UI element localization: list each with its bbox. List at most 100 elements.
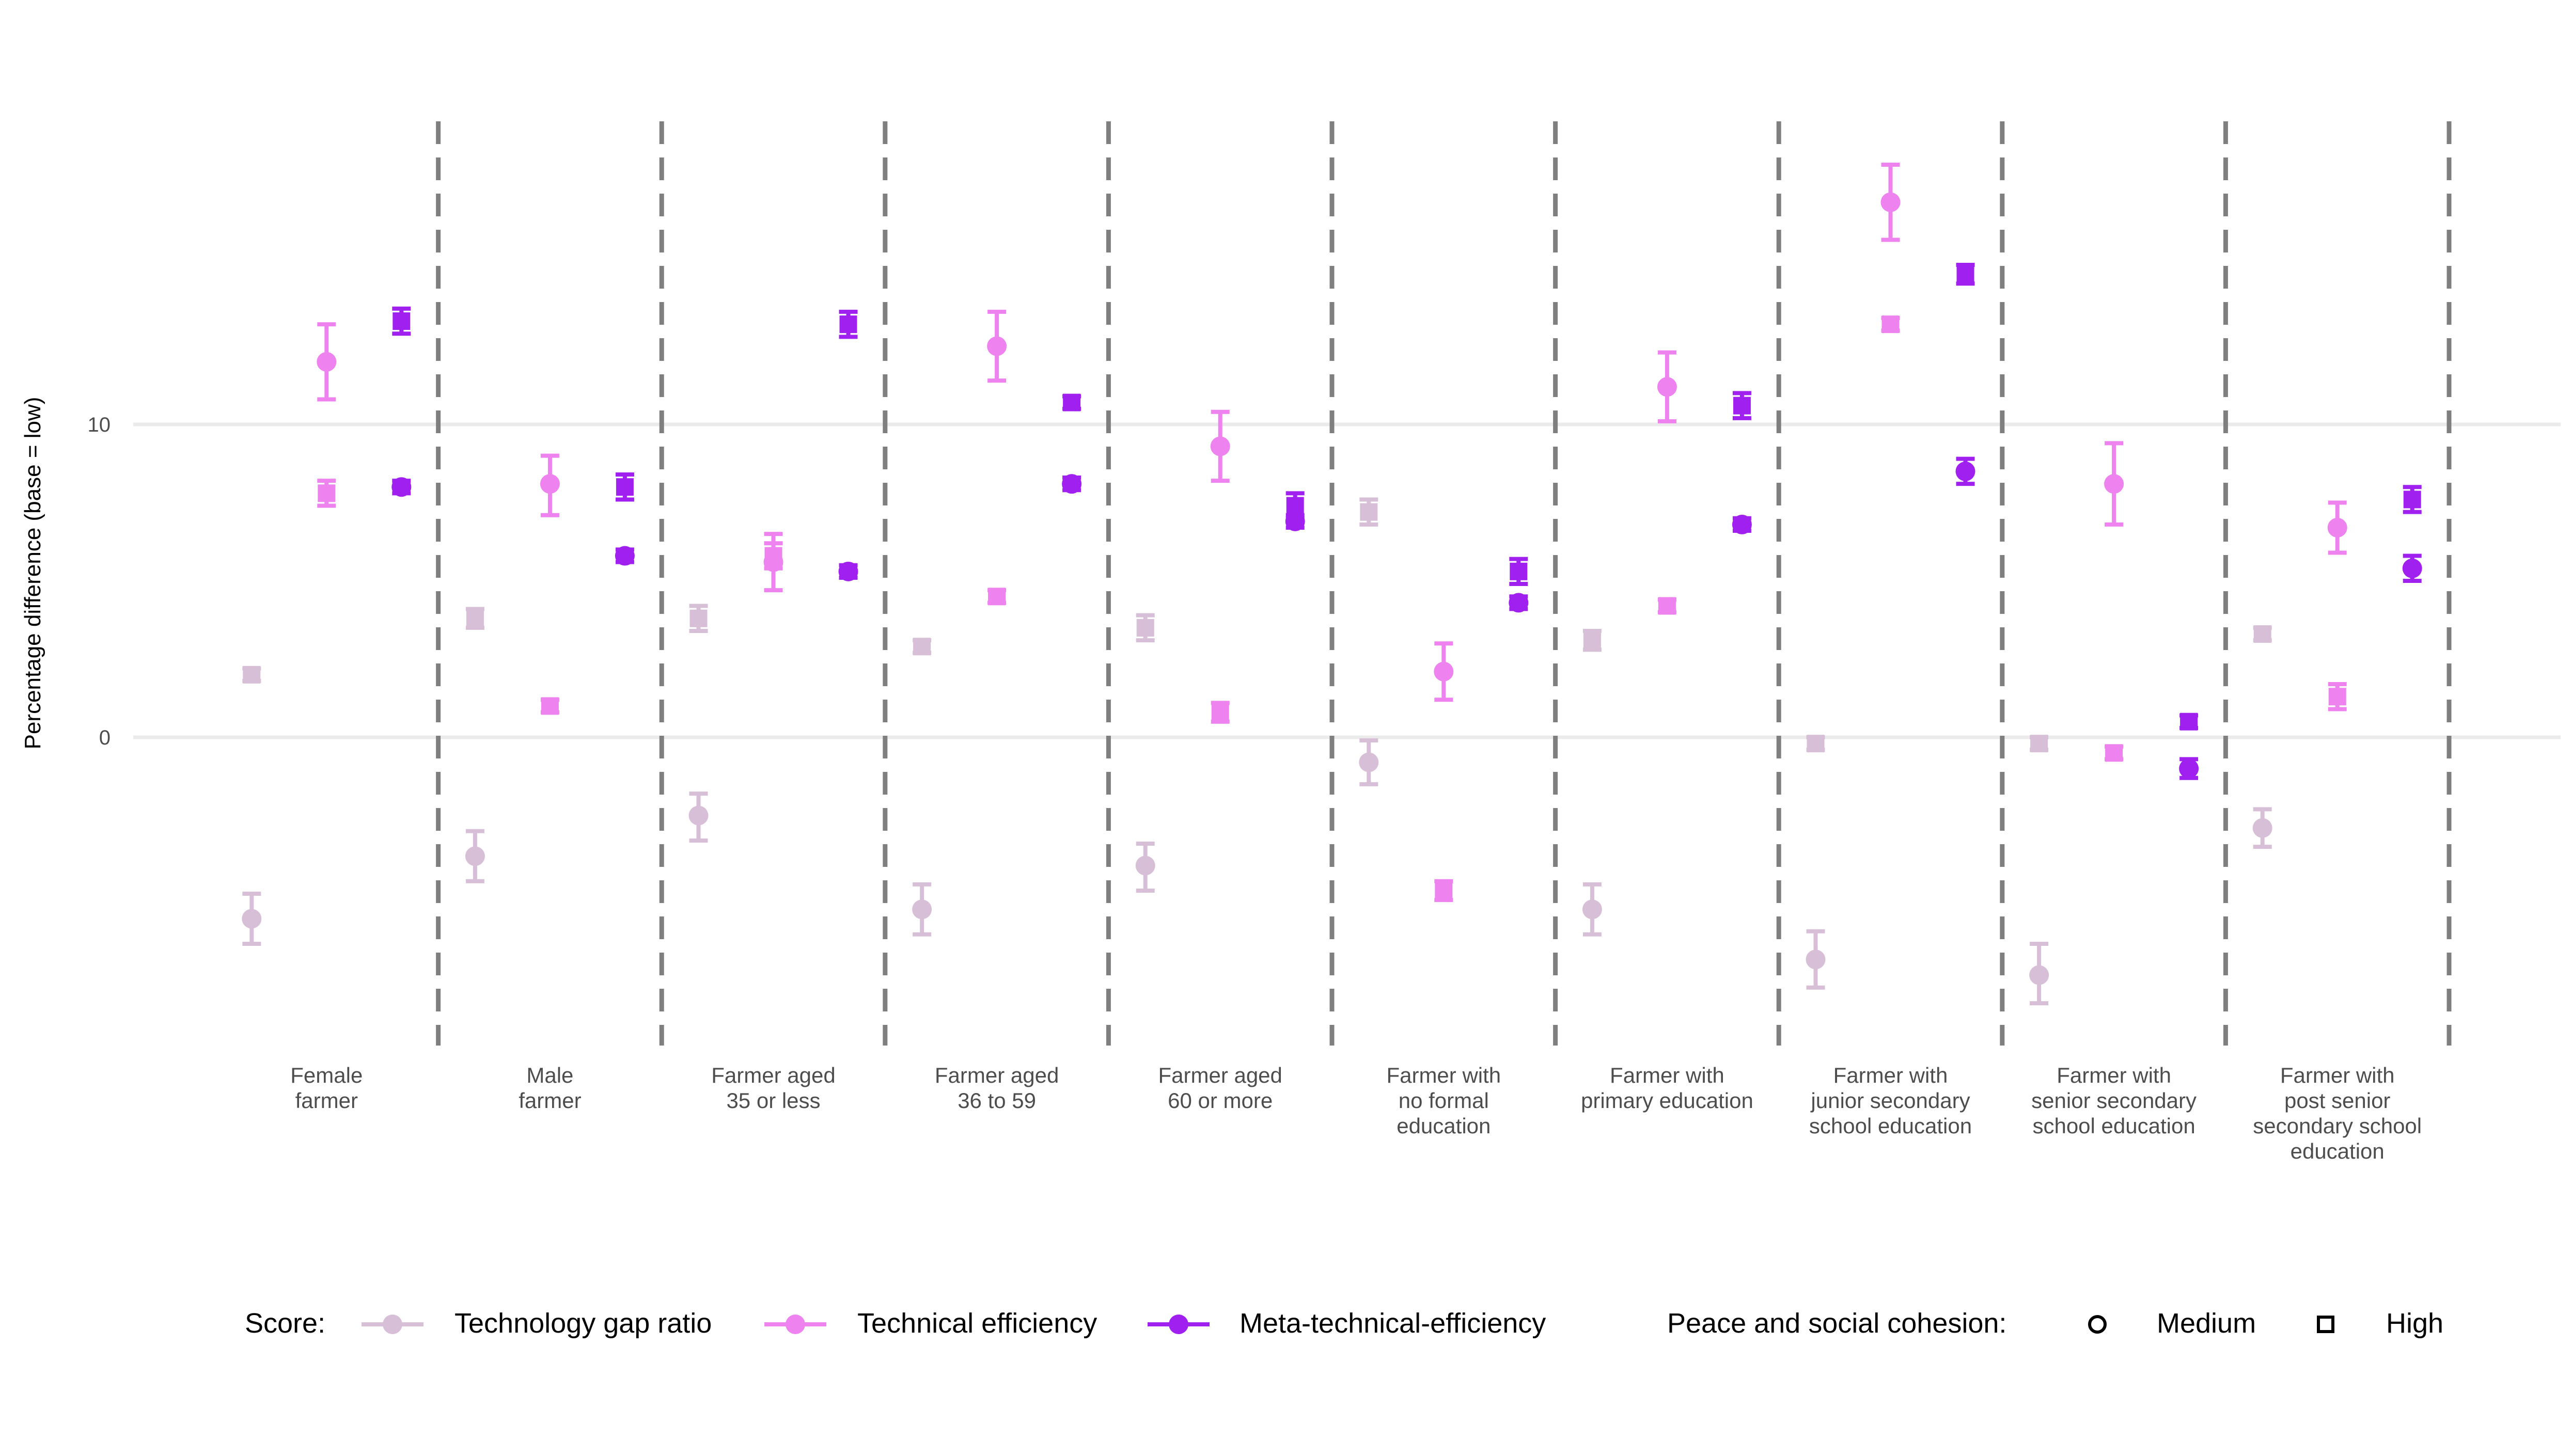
legend-score-title: Score: (245, 1308, 325, 1339)
data-point-circle (1657, 377, 1677, 397)
category-label: no formal (1399, 1088, 1489, 1113)
legend-score-key-point (1169, 1315, 1188, 1334)
legend-level-title: Peace and social cohesion: (1667, 1308, 2006, 1339)
data-point-circle (1210, 436, 1230, 456)
category-label: education (2291, 1139, 2385, 1163)
data-point-circle (1509, 593, 1529, 613)
category-label: school education (2032, 1114, 2195, 1138)
category-label: Farmer with (1610, 1063, 1724, 1087)
data-point-circle (242, 909, 262, 929)
data-point-square (466, 609, 484, 627)
data-point-square (913, 638, 931, 656)
category-label: 60 or more (1168, 1088, 1273, 1113)
category-label: senior secondary (2031, 1088, 2197, 1113)
data-point-square (1136, 619, 1154, 637)
data-point-circle (1582, 899, 1602, 920)
data-point-square (1063, 393, 1081, 412)
legend-level-label: Medium (2157, 1308, 2256, 1339)
legend-score-label: Meta-technical-efficiency (1240, 1308, 1546, 1339)
category-label: farmer (295, 1088, 358, 1113)
data-point-circle (2179, 758, 2199, 779)
data-point-square (2253, 625, 2271, 643)
legend-level-key-circle (2088, 1315, 2107, 1334)
data-point-circle (1880, 192, 1901, 212)
data-point-circle (1955, 461, 1975, 481)
y-tick-label: 10 (88, 414, 111, 436)
category-label: Farmer with (2057, 1063, 2171, 1087)
category-label: 36 to 59 (958, 1088, 1036, 1113)
legend-score-key-point (786, 1315, 805, 1334)
data-point-square (1733, 397, 1751, 415)
data-point-square (2030, 735, 2048, 753)
legend-level-key-square (2317, 1316, 2334, 1333)
data-point-square (2403, 490, 2421, 509)
data-point-circle (1732, 514, 1752, 534)
category-label: Farmer aged (711, 1063, 835, 1087)
category-label: secondary school (2253, 1114, 2422, 1138)
data-point-circle (1062, 474, 1082, 494)
data-point-circle (391, 477, 412, 497)
data-point-circle (1806, 949, 1826, 970)
data-point-square (318, 484, 336, 502)
data-point-square (1211, 703, 1229, 721)
data-point-square (243, 666, 261, 684)
data-point-circle (2252, 818, 2272, 838)
category-label: primary education (1581, 1088, 1753, 1113)
legend-score-label: Technical efficiency (857, 1308, 1097, 1339)
data-point-square (1956, 265, 1974, 283)
category-label: Farmer with (1833, 1063, 1948, 1087)
category-label: Female (290, 1063, 363, 1087)
category-label: farmer (519, 1088, 581, 1113)
data-point-circle (615, 546, 635, 566)
data-point-square (764, 547, 782, 565)
data-point-circle (540, 474, 560, 494)
category-label: Male (526, 1063, 573, 1087)
data-point-square (393, 312, 411, 330)
data-point-square (1360, 503, 1378, 521)
data-point-square (1807, 735, 1825, 753)
data-point-square (1435, 881, 1453, 899)
data-point-square (1658, 597, 1676, 615)
category-label: post senior (2284, 1088, 2390, 1113)
category-label: school education (1809, 1114, 1972, 1138)
data-point-square (1881, 315, 1900, 334)
data-point-circle (317, 352, 337, 372)
data-point-circle (2029, 965, 2049, 985)
data-point-square (541, 697, 559, 715)
category-label: Farmer with (1386, 1063, 1501, 1087)
data-point-circle (2327, 517, 2347, 537)
y-tick-label: 0 (99, 726, 111, 749)
data-point-circle (465, 846, 485, 866)
y-axis-title: Percentage difference (base = low) (20, 397, 45, 750)
category-label: education (1397, 1114, 1491, 1138)
legend-score-label: Technology gap ratio (454, 1308, 712, 1339)
data-point-square (1510, 562, 1528, 580)
data-point-square (1286, 497, 1304, 515)
data-point-circle (838, 561, 858, 581)
data-point-circle (2104, 474, 2124, 494)
data-point-square (839, 315, 857, 334)
data-point-square (2180, 713, 2198, 731)
data-point-square (2105, 744, 2123, 762)
category-label: junior secondary (1810, 1088, 1970, 1113)
legend-score-key-point (383, 1315, 402, 1334)
data-point-square (988, 588, 1006, 606)
data-point-circle (688, 805, 709, 826)
category-label: Farmer with (2280, 1063, 2395, 1087)
data-point-square (689, 609, 708, 627)
data-point-circle (2402, 558, 2422, 578)
data-point-circle (1135, 856, 1155, 876)
data-point-square (2328, 688, 2346, 706)
category-label: Farmer aged (1158, 1063, 1282, 1087)
data-point-circle (987, 336, 1007, 356)
data-point-circle (1359, 752, 1379, 772)
data-point-circle (912, 899, 932, 920)
data-point-square (1583, 631, 1601, 650)
data-point-circle (1434, 661, 1454, 682)
data-point-square (616, 478, 634, 496)
legend-level-label: High (2386, 1308, 2443, 1339)
category-label: Farmer aged (935, 1063, 1059, 1087)
category-label: 35 or less (726, 1088, 820, 1113)
